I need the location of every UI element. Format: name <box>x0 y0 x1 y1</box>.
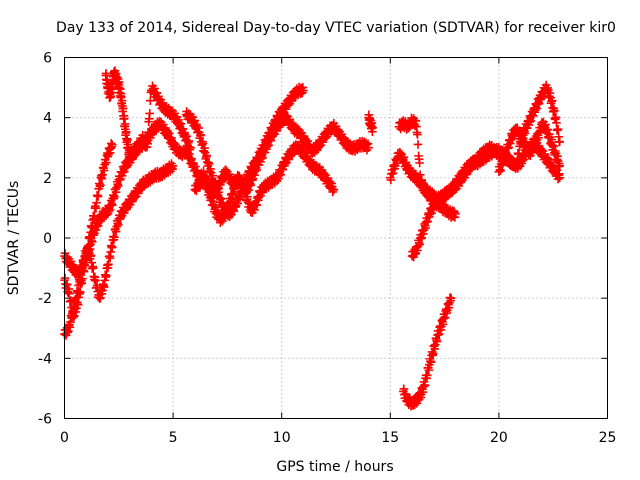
y-tick-label: 4 <box>43 111 52 127</box>
data-point <box>106 91 115 101</box>
series-track-4 <box>101 66 195 165</box>
data-point <box>93 192 103 201</box>
data-point <box>299 86 308 95</box>
data-point <box>121 127 131 137</box>
data-point <box>72 293 81 303</box>
series-track-5 <box>181 82 308 222</box>
data-point <box>145 96 155 105</box>
data-point <box>143 128 153 137</box>
data-point <box>198 139 208 148</box>
x-tick-label: 25 <box>599 430 617 446</box>
data-point <box>446 293 456 303</box>
data-point <box>549 106 559 116</box>
y-tick-label: -6 <box>38 412 52 428</box>
data-point <box>69 304 79 313</box>
series-track-1 <box>60 139 117 322</box>
data-point <box>107 140 117 150</box>
chart-title: Day 133 of 2014, Sidereal Day-to-day VTE… <box>56 20 616 36</box>
data-points <box>60 66 565 411</box>
data-point <box>96 180 105 190</box>
data-point <box>543 125 553 135</box>
x-tick-label: 10 <box>273 430 291 446</box>
data-point <box>428 349 438 358</box>
data-point <box>555 137 565 147</box>
data-point <box>110 192 119 201</box>
data-point <box>536 127 546 136</box>
data-point <box>115 84 125 94</box>
data-point <box>104 259 113 269</box>
series-track-6 <box>190 140 339 228</box>
data-point <box>413 130 422 139</box>
data-point <box>99 282 109 292</box>
data-point <box>87 237 97 247</box>
data-point <box>75 275 85 285</box>
data-point <box>107 243 117 252</box>
series-track-3 <box>60 159 178 340</box>
data-point <box>555 173 565 183</box>
data-point <box>368 123 377 132</box>
data-point <box>552 118 561 128</box>
data-point <box>196 130 206 140</box>
data-point <box>239 180 248 189</box>
data-point <box>91 276 100 285</box>
data-point <box>145 109 155 118</box>
data-point <box>118 104 128 113</box>
data-point <box>122 136 132 145</box>
data-point <box>92 198 101 208</box>
data-point <box>67 313 77 323</box>
y-axis-label: SDTVAR / TECUs <box>6 181 22 296</box>
data-point <box>119 114 129 123</box>
data-point <box>88 263 98 273</box>
x-tick-label: 20 <box>490 430 508 446</box>
series-track-10 <box>399 293 456 411</box>
data-point <box>555 161 565 171</box>
data-point <box>426 357 436 367</box>
y-tick-label: -4 <box>38 351 52 367</box>
data-point <box>78 263 87 272</box>
y-tick-label: 2 <box>43 171 52 187</box>
data-point <box>210 178 220 187</box>
data-point <box>102 271 111 281</box>
data-point <box>186 143 195 153</box>
data-point <box>553 124 563 134</box>
data-point <box>143 139 152 149</box>
x-tick-label: 5 <box>169 430 178 446</box>
y-tick-label: -2 <box>38 291 52 307</box>
data-point <box>364 143 373 153</box>
data-point <box>413 140 423 149</box>
x-axis-label: GPS time / hours <box>276 459 393 475</box>
data-point <box>252 200 262 210</box>
data-point <box>420 381 430 390</box>
data-point <box>451 209 460 219</box>
data-point <box>440 313 450 323</box>
data-point <box>329 185 339 195</box>
data-point <box>204 159 214 169</box>
data-point <box>423 217 433 226</box>
data-point <box>422 371 432 380</box>
data-point <box>415 158 424 168</box>
data-point <box>549 141 559 151</box>
data-point <box>65 289 74 299</box>
data-point <box>73 288 83 298</box>
series-track-11 <box>494 117 565 177</box>
data-point <box>168 161 178 171</box>
grid-lines <box>64 57 608 419</box>
x-tick-label: 15 <box>381 430 399 446</box>
data-point <box>232 181 241 190</box>
data-point <box>107 200 117 210</box>
data-point <box>547 96 557 105</box>
data-point <box>86 251 96 260</box>
data-point <box>110 232 119 242</box>
data-point <box>199 170 208 179</box>
data-point <box>388 168 398 178</box>
data-point <box>245 198 254 208</box>
x-tick-label: 0 <box>60 430 69 446</box>
data-point <box>102 158 111 167</box>
data-point <box>415 170 425 180</box>
y-tick-label: 0 <box>43 231 52 247</box>
plot-frame <box>64 57 608 419</box>
y-tick-label: 6 <box>43 51 52 67</box>
